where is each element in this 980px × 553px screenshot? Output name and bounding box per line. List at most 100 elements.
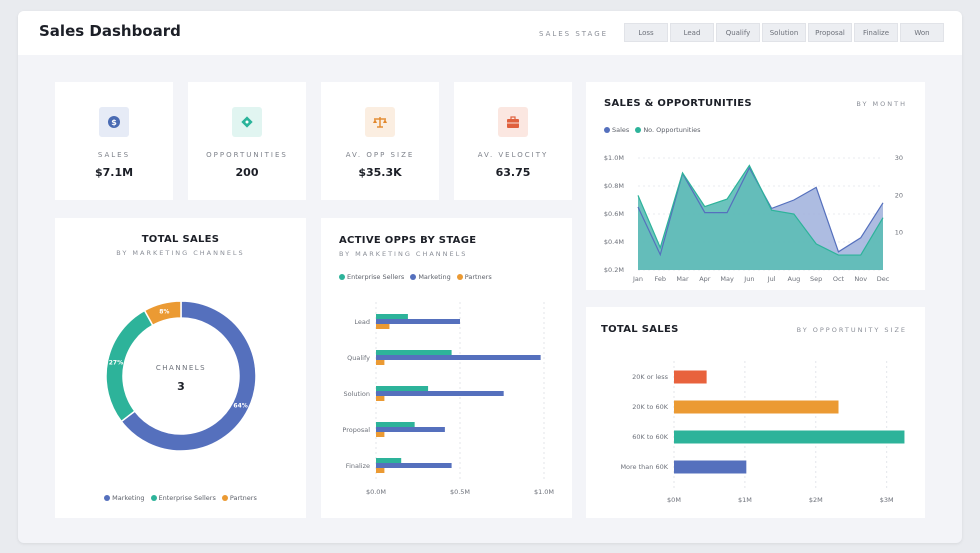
bar-partners [376, 468, 385, 473]
stage-button-finalize[interactable]: Finalize [854, 23, 898, 42]
stage-button-solution[interactable]: Solution [762, 23, 806, 42]
legend-swatch [410, 274, 417, 280]
svg-text:$: $ [111, 118, 117, 127]
x-tick-label: $0.0M [366, 488, 386, 496]
legend-swatch [150, 495, 157, 501]
donut-slice-marketing [120, 300, 257, 452]
card-subtitle: BY MARKETING CHANNELS [339, 250, 468, 258]
legend-label: Partners [464, 273, 492, 281]
x-tick-label: Mar [676, 275, 689, 283]
area-opportunities [638, 165, 883, 270]
x-tick-label: $0.5M [450, 488, 470, 496]
kpi-label: AV. OPP SIZE [345, 151, 415, 159]
bar-partners [376, 396, 385, 401]
legend-item-partners[interactable]: Partners [221, 494, 257, 502]
x-tick-label: $1M [738, 496, 752, 504]
y-tick-label: Lead [354, 318, 370, 326]
kpi-label: OPPORTUNITIES [206, 151, 288, 159]
x-tick-label: $2M [809, 496, 823, 504]
card-subtitle: BY MARKETING CHANNELS [116, 249, 245, 257]
legend-item-enterprise[interactable]: Enterprise Sellers [150, 494, 216, 502]
legend-item-marketing[interactable]: Marketing [104, 494, 145, 502]
bar-more-than-60k [674, 460, 747, 474]
x-tick-label: $1.0M [534, 488, 554, 496]
donut-data-label: 64% [233, 403, 247, 410]
stage-button-lead[interactable]: Lead [670, 23, 714, 42]
x-tick-label: Sep [810, 275, 822, 283]
briefcase-icon [498, 107, 528, 137]
legend-swatch [635, 127, 642, 133]
bar-marketing [376, 355, 541, 360]
total-sales-donut-card: TOTAL SALES BY MARKETING CHANNELS 64% 27%… [55, 218, 306, 518]
bar-marketing [376, 427, 445, 432]
y-left-tick-label: $0.4M [604, 238, 624, 246]
x-tick-label: Dec [877, 275, 890, 283]
y-left-tick-label: $0.2M [604, 266, 624, 274]
legend-item-marketing[interactable]: Marketing [410, 273, 451, 281]
card-title: TOTAL SALES [601, 324, 679, 335]
y-left-tick-label: $0.6M [604, 210, 624, 218]
bar-enterprise-sellers [376, 386, 429, 391]
sales-opps-area-chart: $1.0M $0.8M $0.6M $0.4M $0.2M 30 20 10 Jan Feb Mar… [604, 154, 903, 283]
bar-partners [376, 360, 385, 365]
donut-data-label: 8% [159, 309, 169, 316]
bar-partners [376, 324, 390, 329]
legend-item-enterprise[interactable]: Enterprise Sellers [339, 273, 404, 281]
opp-size-bar-chart: $0M $1M $2M $3M 20K or less 20K to 60K 60K to … [620, 361, 905, 504]
donut-legend: Marketing Enterprise Sellers Partners [55, 494, 306, 502]
x-tick-label: Jul [767, 275, 776, 283]
sales-stage-label: SALES STAGE [539, 30, 609, 38]
stage-button-proposal[interactable]: Proposal [808, 23, 852, 42]
x-tick-label: Jan [632, 275, 643, 283]
bar-enterprise-sellers [376, 458, 402, 463]
scale-icon [365, 107, 395, 137]
legend-label: Marketing [112, 494, 145, 502]
donut-data-label: 27% [109, 359, 123, 366]
diamond-icon [232, 107, 262, 137]
stage-button-won[interactable]: Won [900, 23, 944, 42]
active-opps-card: ACTIVE OPPS BY STAGE BY MARKETING CHANNE… [321, 218, 572, 518]
legend-item-sales[interactable]: Sales [604, 126, 629, 134]
stage-button-qualify[interactable]: Qualify [716, 23, 760, 42]
card-subtitle: BY OPPORTUNITY SIZE [796, 326, 907, 334]
x-tick-label: Nov [854, 275, 867, 283]
kpi-value: $35.3K [358, 166, 402, 179]
bar-partners [376, 432, 385, 437]
bar-marketing [376, 463, 452, 468]
y-tick-label: Qualify [347, 354, 370, 362]
kpi-value: 63.75 [495, 166, 531, 179]
legend-label: Enterprise Sellers [347, 273, 405, 281]
legend-swatch [456, 274, 463, 280]
kpi-card-av-velocity: AV. VELOCITY 63.75 [454, 82, 572, 200]
y-right-tick-label: 20 [895, 191, 903, 199]
header-bar: Sales Dashboard SALES STAGE Loss Lead Qu… [18, 11, 962, 55]
bar-marketing [376, 319, 460, 324]
line-opportunities [637, 164, 884, 256]
x-tick-label: Apr [699, 275, 711, 283]
y-tick-label: 20K or less [632, 373, 669, 381]
y-tick-label: Solution [344, 390, 370, 398]
legend-item-partners[interactable]: Partners [456, 273, 492, 281]
donut-chart: 64% 27% 8% CHANNELS 3 [105, 300, 257, 452]
sales-opps-card: SALES & OPPORTUNITIES BY MONTH Sales No.… [586, 82, 925, 290]
bar-20k-to-60k [674, 400, 839, 414]
x-tick-label: May [720, 275, 734, 283]
x-tick-label: Feb [655, 275, 667, 283]
page-title: Sales Dashboard [39, 22, 181, 40]
legend-label: Marketing [418, 273, 451, 281]
x-tick-label: Jun [743, 275, 754, 283]
active-opps-bar-chart: $0.0M $0.5M $1.0M Lead Qualify Solution Propos… [342, 302, 554, 496]
bar-enterprise-sellers [376, 350, 452, 355]
bar-enterprise-sellers [376, 314, 408, 319]
y-tick-label: Finalize [346, 462, 370, 470]
kpi-label: SALES [97, 151, 131, 159]
y-right-tick-label: 30 [895, 154, 903, 162]
kpi-value: 200 [235, 166, 259, 179]
y-left-tick-label: $0.8M [604, 182, 624, 190]
kpi-card-opportunities: OPPORTUNITIES 200 [188, 82, 306, 200]
y-left-tick-label: $1.0M [604, 154, 624, 162]
stage-button-loss[interactable]: Loss [624, 23, 668, 42]
legend-swatch [604, 127, 610, 133]
legend-item-opportunities[interactable]: No. Opportunities [635, 126, 701, 134]
donut-center-value: 3 [177, 380, 185, 393]
